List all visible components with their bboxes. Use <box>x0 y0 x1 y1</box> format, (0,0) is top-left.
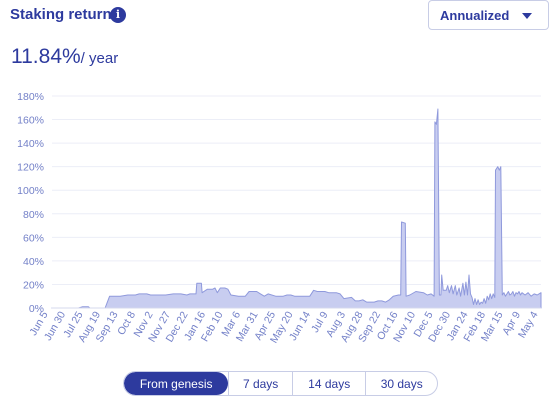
chevron-down-icon <box>522 13 532 19</box>
y-tick-label: 140% <box>17 138 44 150</box>
y-tick-label: 0% <box>29 303 44 315</box>
y-tick-label: 40% <box>23 256 44 268</box>
y-tick-label: 120% <box>17 162 44 174</box>
period-select[interactable]: Annualized <box>428 0 549 30</box>
y-tick-label: 100% <box>17 185 44 197</box>
rate-unit: / year <box>80 50 119 67</box>
rate-value: 11.84% <box>11 45 81 68</box>
y-tick-label: 180% <box>17 91 44 103</box>
info-icon[interactable]: i <box>110 7 126 23</box>
tab-30-days[interactable]: 30 days <box>365 372 437 395</box>
tab-from-genesis[interactable]: From genesis <box>124 372 229 395</box>
y-tick-label: 160% <box>17 115 44 127</box>
y-tick-label: 80% <box>23 209 44 221</box>
staking-return-title: Staking return <box>10 6 112 23</box>
y-tick-label: 60% <box>23 232 44 244</box>
tab-14-days[interactable]: 14 days <box>291 372 366 395</box>
staking-return-chart: 0%20%40%60%80%100%120%140%160%180%Jun 5J… <box>17 91 542 345</box>
period-select-value: Annualized <box>440 8 510 23</box>
staking-rate: 11.84%/ year <box>11 45 118 69</box>
series-area <box>51 108 542 309</box>
range-tabs: From genesis 7 days 14 days 30 days <box>123 371 438 396</box>
tab-7-days[interactable]: 7 days <box>228 372 292 395</box>
y-tick-label: 20% <box>23 279 44 291</box>
